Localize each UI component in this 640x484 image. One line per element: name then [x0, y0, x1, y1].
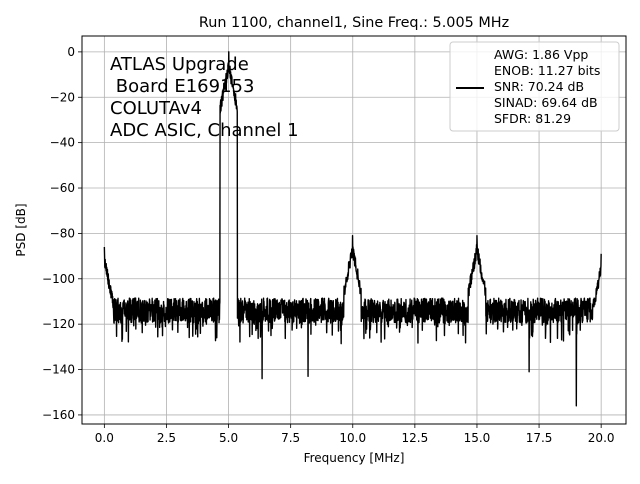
x-tick-label: 5.0 [219, 431, 238, 445]
x-tick-label: 7.5 [281, 431, 300, 445]
plot-frame [81, 35, 627, 425]
y-axis-ticks: 0 −20 −40 −60 −80 −100 −120 −140 −160 [42, 45, 82, 422]
series-layer [103, 51, 602, 407]
legend-entry: SNR: 70.24 dB [494, 79, 584, 94]
annotation-line: ADC ASIC, Channel 1 [110, 120, 299, 141]
x-tick-label: 10.0 [339, 431, 366, 445]
x-tick-label: 15.0 [464, 431, 491, 445]
annotation-line: Board E169153 [110, 76, 254, 97]
legend-frame [449, 41, 620, 132]
y-tick-label: −120 [42, 317, 75, 331]
legend-entry: SINAD: 69.64 dB [494, 95, 598, 110]
annotation-line: COLUTAv4 [110, 98, 202, 119]
legend-entry: AWG: 1.86 Vpp [494, 47, 588, 62]
legend-entry: ENOB: 11.27 bits [494, 63, 600, 78]
chart-annotation: ATLAS Upgrade Board E169153 COLUTAv4 ADC… [110, 54, 299, 141]
y-tick-label: −80 [50, 226, 75, 240]
x-axis-label: Frequency [MHz] [304, 451, 405, 465]
x-tick-label: 20.0 [588, 431, 615, 445]
x-tick-label: 0.0 [95, 431, 114, 445]
annotation-line: ATLAS Upgrade [110, 54, 249, 75]
x-tick-label: 2.5 [157, 431, 176, 445]
x-axis-ticks: 0.0 2.5 5.0 7.5 10.0 12.5 15.0 17.5 20.0 [95, 424, 615, 445]
x-tick-label: 17.5 [526, 431, 553, 445]
chart-title: Run 1100, channel1, Sine Freq.: 5.005 MH… [199, 15, 509, 31]
y-tick-label: −20 [50, 90, 75, 104]
y-axis-label: PSD [dB] [14, 203, 28, 256]
psd-series-line [103, 51, 602, 407]
legend: AWG: 1.86 Vpp ENOB: 11.27 bits SNR: 70.2… [449, 41, 620, 132]
y-tick-label: −140 [42, 363, 75, 377]
legend-entry: SFDR: 81.29 [494, 111, 571, 126]
y-tick-label: 0 [67, 45, 75, 59]
x-tick-label: 12.5 [401, 431, 428, 445]
y-tick-label: −60 [50, 181, 75, 195]
y-tick-label: −160 [42, 408, 75, 422]
y-tick-label: −100 [42, 272, 75, 286]
y-tick-label: −40 [50, 136, 75, 150]
